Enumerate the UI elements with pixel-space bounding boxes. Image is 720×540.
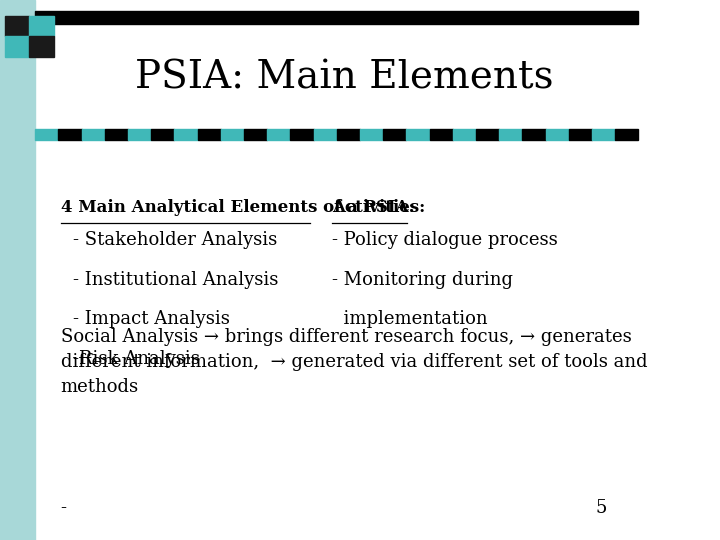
Bar xyxy=(197,129,221,140)
Bar xyxy=(5,16,30,36)
Bar xyxy=(174,129,197,140)
Bar xyxy=(522,129,546,140)
Bar xyxy=(430,129,453,140)
Bar xyxy=(546,129,569,140)
Text: 4 Main Analytical Elements of a PSIA:: 4 Main Analytical Elements of a PSIA: xyxy=(60,199,415,217)
Text: implementation: implementation xyxy=(332,310,487,328)
Bar xyxy=(383,129,406,140)
Text: - Stakeholder Analysis: - Stakeholder Analysis xyxy=(73,231,278,249)
Bar xyxy=(81,129,104,140)
Text: -Risk Analysis: -Risk Analysis xyxy=(73,349,200,368)
Bar xyxy=(592,129,615,140)
Text: PSIA: Main Elements: PSIA: Main Elements xyxy=(135,60,554,97)
Bar xyxy=(453,129,476,140)
Bar xyxy=(267,129,290,140)
Bar xyxy=(244,129,267,140)
Bar xyxy=(30,36,53,57)
Text: Activities:: Activities: xyxy=(332,199,426,217)
Text: -: - xyxy=(60,498,67,517)
Bar xyxy=(499,129,522,140)
Bar xyxy=(5,36,30,57)
Text: - Policy dialogue process: - Policy dialogue process xyxy=(332,231,558,249)
Text: - Impact Analysis: - Impact Analysis xyxy=(73,310,230,328)
Bar xyxy=(104,129,128,140)
Bar xyxy=(360,129,383,140)
Text: Social Analysis → brings different research focus, → generates
different informa: Social Analysis → brings different resea… xyxy=(60,328,647,396)
Bar xyxy=(337,129,360,140)
Bar xyxy=(406,129,430,140)
Text: - Institutional Analysis: - Institutional Analysis xyxy=(73,271,279,289)
Bar xyxy=(0,0,35,540)
Text: 5: 5 xyxy=(595,498,606,517)
Bar xyxy=(290,129,313,140)
Bar xyxy=(128,129,151,140)
Bar xyxy=(313,129,337,140)
Bar xyxy=(476,129,499,140)
Bar xyxy=(35,11,639,24)
Bar xyxy=(569,129,592,140)
Bar xyxy=(151,129,174,140)
Bar xyxy=(615,129,639,140)
Bar xyxy=(30,16,53,36)
Bar xyxy=(221,129,244,140)
Bar xyxy=(58,129,81,140)
Text: - Monitoring during: - Monitoring during xyxy=(332,271,513,289)
Bar xyxy=(35,129,58,140)
